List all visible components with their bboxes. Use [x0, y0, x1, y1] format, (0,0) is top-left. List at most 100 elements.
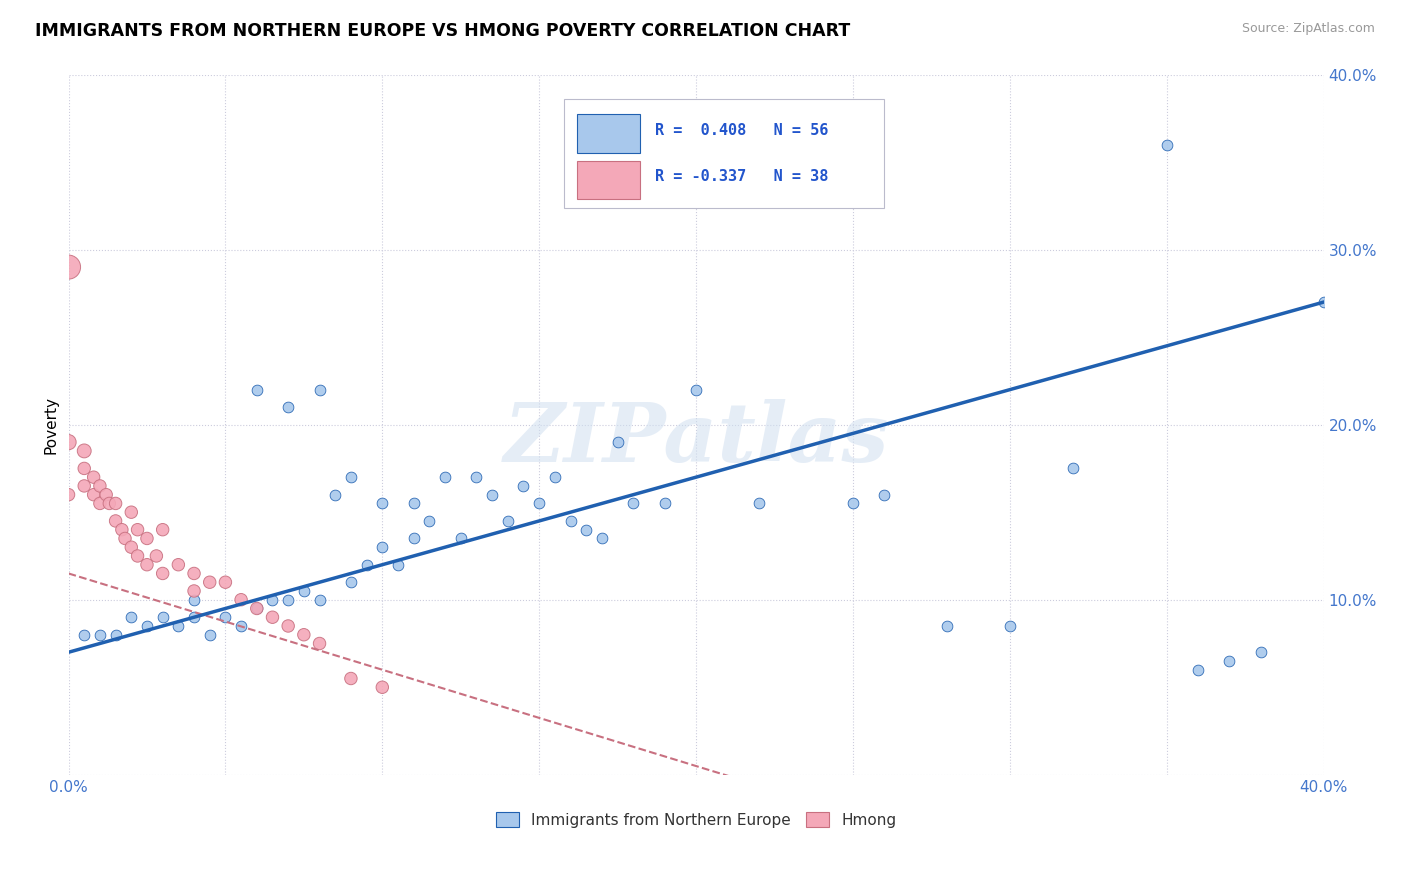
Point [58, 260, 80, 274]
Point [262, 592, 284, 607]
Point [73, 628, 96, 642]
Point [575, 523, 598, 537]
Point [371, 496, 394, 510]
Point [356, 558, 378, 572]
Point [340, 672, 363, 686]
Point [621, 496, 644, 510]
Point [152, 523, 174, 537]
Point [58, 435, 80, 450]
Point [340, 470, 363, 484]
Point [1156, 137, 1178, 152]
Point [842, 496, 865, 510]
Point [277, 400, 299, 414]
Text: Source: ZipAtlas.com: Source: ZipAtlas.com [1241, 22, 1375, 36]
Point [387, 558, 409, 572]
Point [136, 532, 159, 546]
Point [73, 461, 96, 475]
Text: ZIPatlas: ZIPatlas [503, 399, 889, 479]
Point [104, 496, 127, 510]
Point [145, 549, 167, 563]
Point [136, 619, 159, 633]
Point [418, 514, 440, 528]
Point [512, 479, 534, 493]
Point [292, 584, 315, 599]
Point [114, 532, 136, 546]
Point [450, 532, 472, 546]
Point [434, 470, 457, 484]
Point [527, 496, 550, 510]
Point [111, 523, 134, 537]
FancyBboxPatch shape [564, 99, 884, 208]
Point [371, 540, 394, 554]
Point [183, 584, 205, 599]
Point [167, 558, 190, 572]
Point [89, 496, 111, 510]
Point [292, 628, 315, 642]
Point [83, 488, 105, 502]
Point [308, 636, 330, 650]
Point [98, 496, 121, 510]
Point [214, 610, 236, 624]
Point [685, 383, 707, 397]
Point [127, 549, 149, 563]
Text: IMMIGRANTS FROM NORTHERN EUROPE VS HMONG POVERTY CORRELATION CHART: IMMIGRANTS FROM NORTHERN EUROPE VS HMONG… [35, 22, 851, 40]
Point [73, 444, 96, 458]
Point [246, 601, 269, 615]
Point [152, 610, 174, 624]
Point [371, 680, 394, 694]
Point [277, 592, 299, 607]
Point [104, 628, 127, 642]
Point [308, 383, 330, 397]
Point [89, 628, 111, 642]
Point [127, 523, 149, 537]
Point [229, 619, 252, 633]
Point [998, 619, 1021, 633]
Point [873, 488, 896, 502]
Point [402, 532, 425, 546]
Point [1312, 295, 1334, 310]
Point [152, 566, 174, 581]
Point [120, 505, 142, 519]
Point [214, 575, 236, 590]
Y-axis label: Poverty: Poverty [44, 396, 58, 454]
Point [246, 601, 269, 615]
Point [465, 470, 488, 484]
Point [323, 488, 346, 502]
Point [104, 514, 127, 528]
Point [1218, 654, 1240, 668]
Legend: Immigrants from Northern Europe, Hmong: Immigrants from Northern Europe, Hmong [489, 805, 903, 834]
Text: R =  0.408   N = 56: R = 0.408 N = 56 [655, 123, 828, 137]
Point [481, 488, 503, 502]
Point [748, 496, 770, 510]
Point [96, 488, 118, 502]
Text: R = -0.337   N = 38: R = -0.337 N = 38 [655, 169, 828, 185]
Point [120, 540, 142, 554]
Point [183, 566, 205, 581]
Point [1250, 645, 1272, 659]
Bar [576, 161, 640, 199]
Point [58, 488, 80, 502]
Point [340, 575, 363, 590]
Point [308, 592, 330, 607]
Bar [576, 114, 640, 153]
Point [198, 575, 221, 590]
Point [654, 496, 676, 510]
Point [198, 628, 221, 642]
Point [560, 514, 582, 528]
Point [606, 435, 628, 450]
Point [936, 619, 959, 633]
Point [277, 619, 299, 633]
Point [1062, 461, 1084, 475]
Point [496, 514, 519, 528]
Point [544, 470, 567, 484]
Point [167, 619, 190, 633]
Point [229, 592, 252, 607]
Point [262, 610, 284, 624]
Point [89, 479, 111, 493]
Point [402, 496, 425, 510]
Point [183, 610, 205, 624]
Point [1187, 663, 1209, 677]
Point [591, 532, 613, 546]
Point [183, 592, 205, 607]
Point [136, 558, 159, 572]
